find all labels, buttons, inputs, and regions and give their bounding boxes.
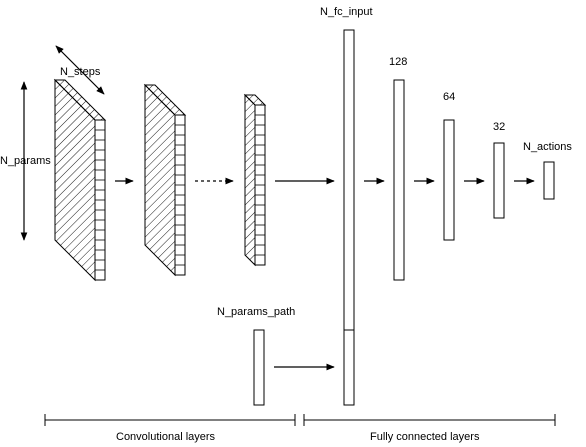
fc-layers-label: Fully connected layers: [370, 431, 480, 443]
conv-block-2: [143, 83, 187, 277]
fc-128-label: 128: [389, 56, 407, 68]
conv-layers-label: Convolutional layers: [116, 431, 216, 443]
fc-64-layer: [443, 119, 455, 241]
fc-32-layer: [493, 142, 505, 219]
fc-128-layer: [393, 79, 405, 281]
conv-block-1: [53, 78, 107, 282]
n-steps-arrow: [55, 45, 105, 95]
actions-label: N_actions: [523, 141, 572, 153]
fc-input-label: N_fc_input: [320, 6, 373, 18]
params-path-layer: [253, 329, 265, 406]
actions-layer: [543, 161, 555, 200]
n-params-label: N_params: [0, 155, 51, 167]
params-path-label: N_params_path: [217, 306, 295, 318]
fc-bracket: [303, 414, 556, 426]
fc-64-label: 64: [443, 91, 455, 103]
fc-input-layer: [343, 29, 355, 406]
n-steps-label: N_steps: [60, 66, 101, 78]
fc-32-label: 32: [493, 121, 505, 133]
conv-bracket: [44, 414, 296, 426]
conv-block-3: [243, 93, 267, 267]
